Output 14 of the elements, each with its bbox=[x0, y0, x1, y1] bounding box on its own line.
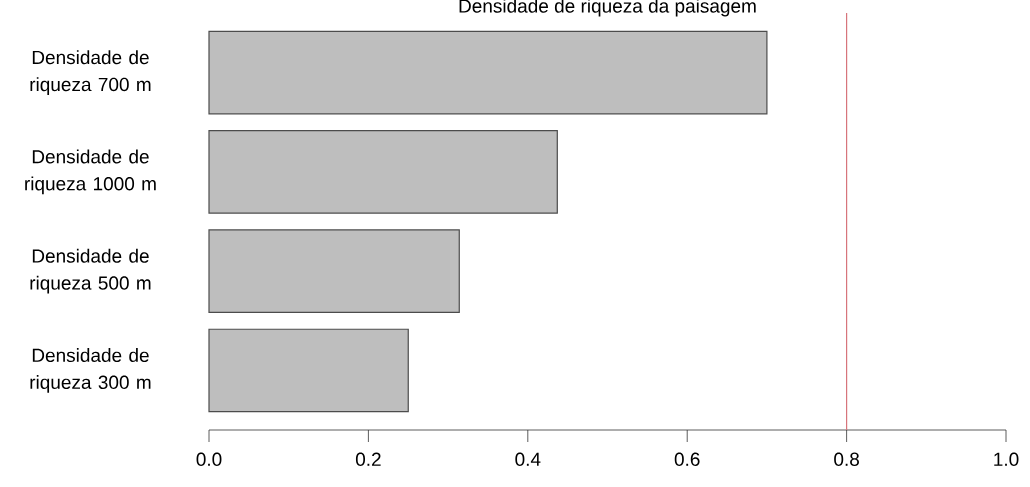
x-tick-label: 1.0 bbox=[994, 452, 1019, 466]
y-tick-label: Densidade de riqueza 300 m bbox=[30, 348, 151, 393]
x-tick-label: 0.2 bbox=[355, 452, 381, 466]
y-tick-label: Densidade de riqueza 700 m bbox=[30, 50, 151, 95]
bar bbox=[208, 328, 409, 413]
bar bbox=[208, 130, 558, 214]
y-tick-label: Densidade de riqueza 500 m bbox=[30, 248, 151, 294]
y-tick-label: Densidade de riqueza 1000 m bbox=[25, 149, 156, 195]
bar bbox=[208, 30, 768, 115]
bar bbox=[208, 229, 460, 313]
x-tick-label: 0.4 bbox=[515, 452, 541, 466]
x-tick-label: 0.8 bbox=[834, 452, 859, 466]
x-tick-label: 0.6 bbox=[674, 452, 700, 466]
x-tick-label: 0.0 bbox=[196, 452, 222, 466]
